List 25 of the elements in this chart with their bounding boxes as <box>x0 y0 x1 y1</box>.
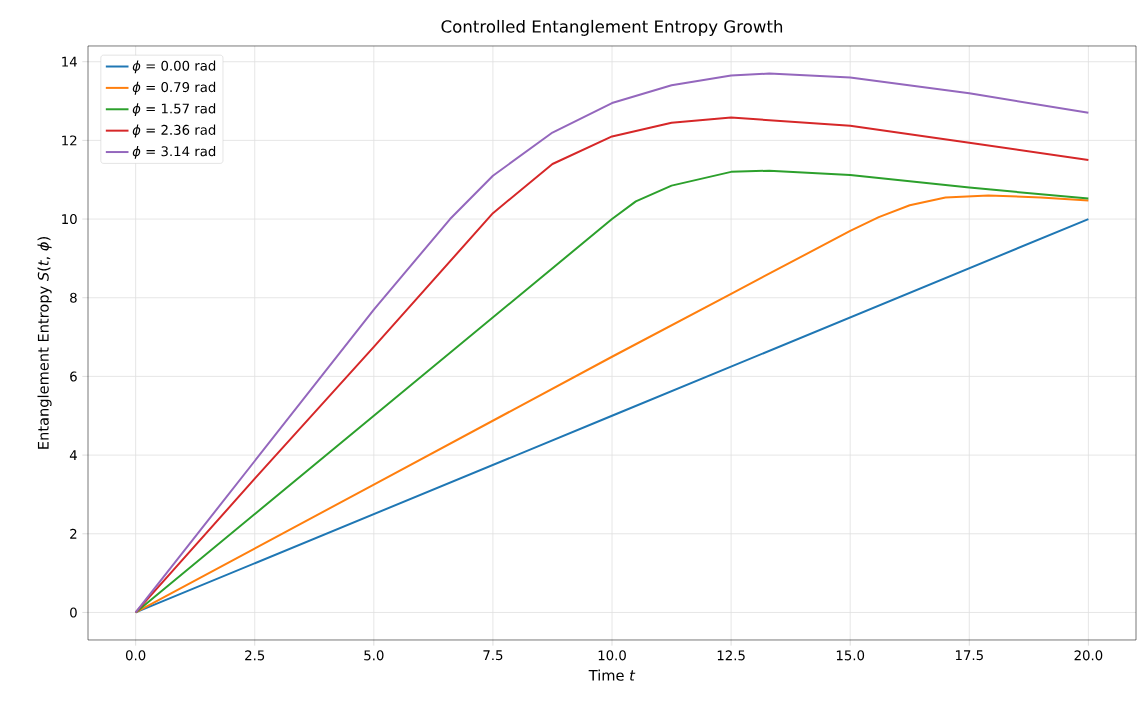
legend-label: ϕ = 2.36 rad <box>132 124 216 138</box>
x-tick-label: 10.0 <box>598 650 626 661</box>
x-tick-label: 20.0 <box>1074 650 1103 661</box>
x-tick-label: 7.5 <box>483 650 503 661</box>
legend-label: ϕ = 0.79 rad <box>132 81 216 95</box>
y-tick-label: 12 <box>62 135 77 146</box>
x-axis-title: Time t <box>588 669 636 681</box>
x-tick-label: 0.0 <box>125 650 146 661</box>
y-tick-label: 14 <box>62 56 77 67</box>
y-tick-label: 8 <box>70 292 77 303</box>
legend-label: ϕ = 1.57 rad <box>132 103 216 117</box>
x-tick-label: 17.5 <box>955 650 983 661</box>
x-tick-label: 2.5 <box>245 650 265 661</box>
y-tick-label: 6 <box>70 371 77 382</box>
y-tick-label: 0 <box>70 607 77 618</box>
x-tick-label: 15.0 <box>836 650 865 661</box>
y-tick-label: 10 <box>62 214 77 225</box>
y-tick-label: 4 <box>69 450 77 460</box>
x-tick-label: 5.0 <box>364 650 384 661</box>
legend-label: ϕ = 0.00 rad <box>132 60 216 74</box>
y-tick-label: 2 <box>70 528 77 539</box>
legend-label: ϕ = 3.14 rad <box>132 145 216 159</box>
x-tick-label: 12.5 <box>717 650 745 661</box>
chart-title: Controlled Entanglement Entropy Growth <box>441 19 783 36</box>
y-axis-title: Entanglement Entropy S(t, ϕ) <box>37 237 52 449</box>
